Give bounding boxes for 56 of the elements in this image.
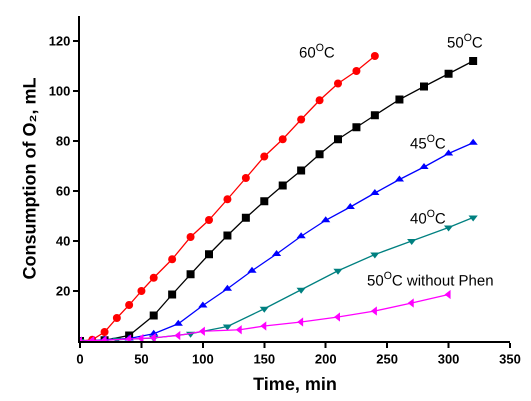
point bbox=[205, 216, 213, 224]
point bbox=[137, 287, 146, 295]
y-tick-label: 60 bbox=[56, 184, 70, 199]
series-label: 45$^{O}$C bbox=[410, 133, 446, 152]
point bbox=[125, 301, 134, 309]
y-tick-label: 100 bbox=[48, 84, 70, 99]
x-tick-label: 50 bbox=[134, 352, 149, 367]
point bbox=[352, 123, 360, 132]
point bbox=[112, 314, 121, 322]
point bbox=[334, 80, 342, 88]
point bbox=[370, 52, 379, 60]
point bbox=[278, 135, 287, 144]
x-tick-label: 300 bbox=[438, 352, 460, 367]
x-tick-label: 200 bbox=[314, 352, 337, 367]
point bbox=[223, 195, 232, 204]
point bbox=[186, 270, 195, 278]
x-tick-label: 250 bbox=[376, 352, 398, 367]
point bbox=[469, 57, 478, 65]
point bbox=[316, 150, 324, 158]
point bbox=[370, 111, 379, 120]
point bbox=[352, 67, 360, 75]
point bbox=[150, 333, 156, 341]
y-tick-label: 40 bbox=[56, 234, 70, 249]
point bbox=[297, 116, 306, 124]
point bbox=[260, 152, 268, 160]
point bbox=[420, 82, 428, 90]
point bbox=[168, 255, 176, 264]
point bbox=[278, 182, 287, 190]
point bbox=[186, 233, 195, 241]
x-axis-title: Time, min bbox=[253, 374, 337, 394]
x-tick-label: 150 bbox=[253, 352, 276, 367]
point bbox=[242, 214, 250, 222]
point bbox=[316, 96, 324, 104]
point bbox=[100, 328, 109, 336]
point bbox=[260, 197, 268, 206]
y-axis-title: Consumption of O₂, mL bbox=[19, 78, 40, 280]
point bbox=[223, 232, 232, 240]
point bbox=[205, 250, 213, 258]
y-tick-label: 120 bbox=[48, 34, 70, 49]
x-tick-label: 100 bbox=[192, 352, 214, 367]
x-tick-label: 350 bbox=[499, 352, 521, 367]
series-label: 60$^{O}$C bbox=[299, 42, 335, 62]
point bbox=[395, 96, 404, 104]
series-label: 50$^{O}$C without Phen bbox=[367, 270, 494, 290]
y-tick-label: 80 bbox=[56, 134, 70, 149]
series-label: 50$^{O}$C bbox=[447, 32, 483, 52]
point bbox=[444, 70, 453, 78]
point bbox=[150, 274, 158, 282]
point bbox=[242, 174, 250, 182]
series-label: 40$^{O}$C bbox=[410, 208, 446, 228]
point bbox=[297, 166, 306, 174]
x-tick-label: 0 bbox=[76, 352, 84, 367]
point bbox=[168, 290, 176, 298]
point bbox=[334, 135, 342, 144]
point bbox=[150, 312, 158, 320]
y-tick-label: 20 bbox=[56, 284, 70, 299]
